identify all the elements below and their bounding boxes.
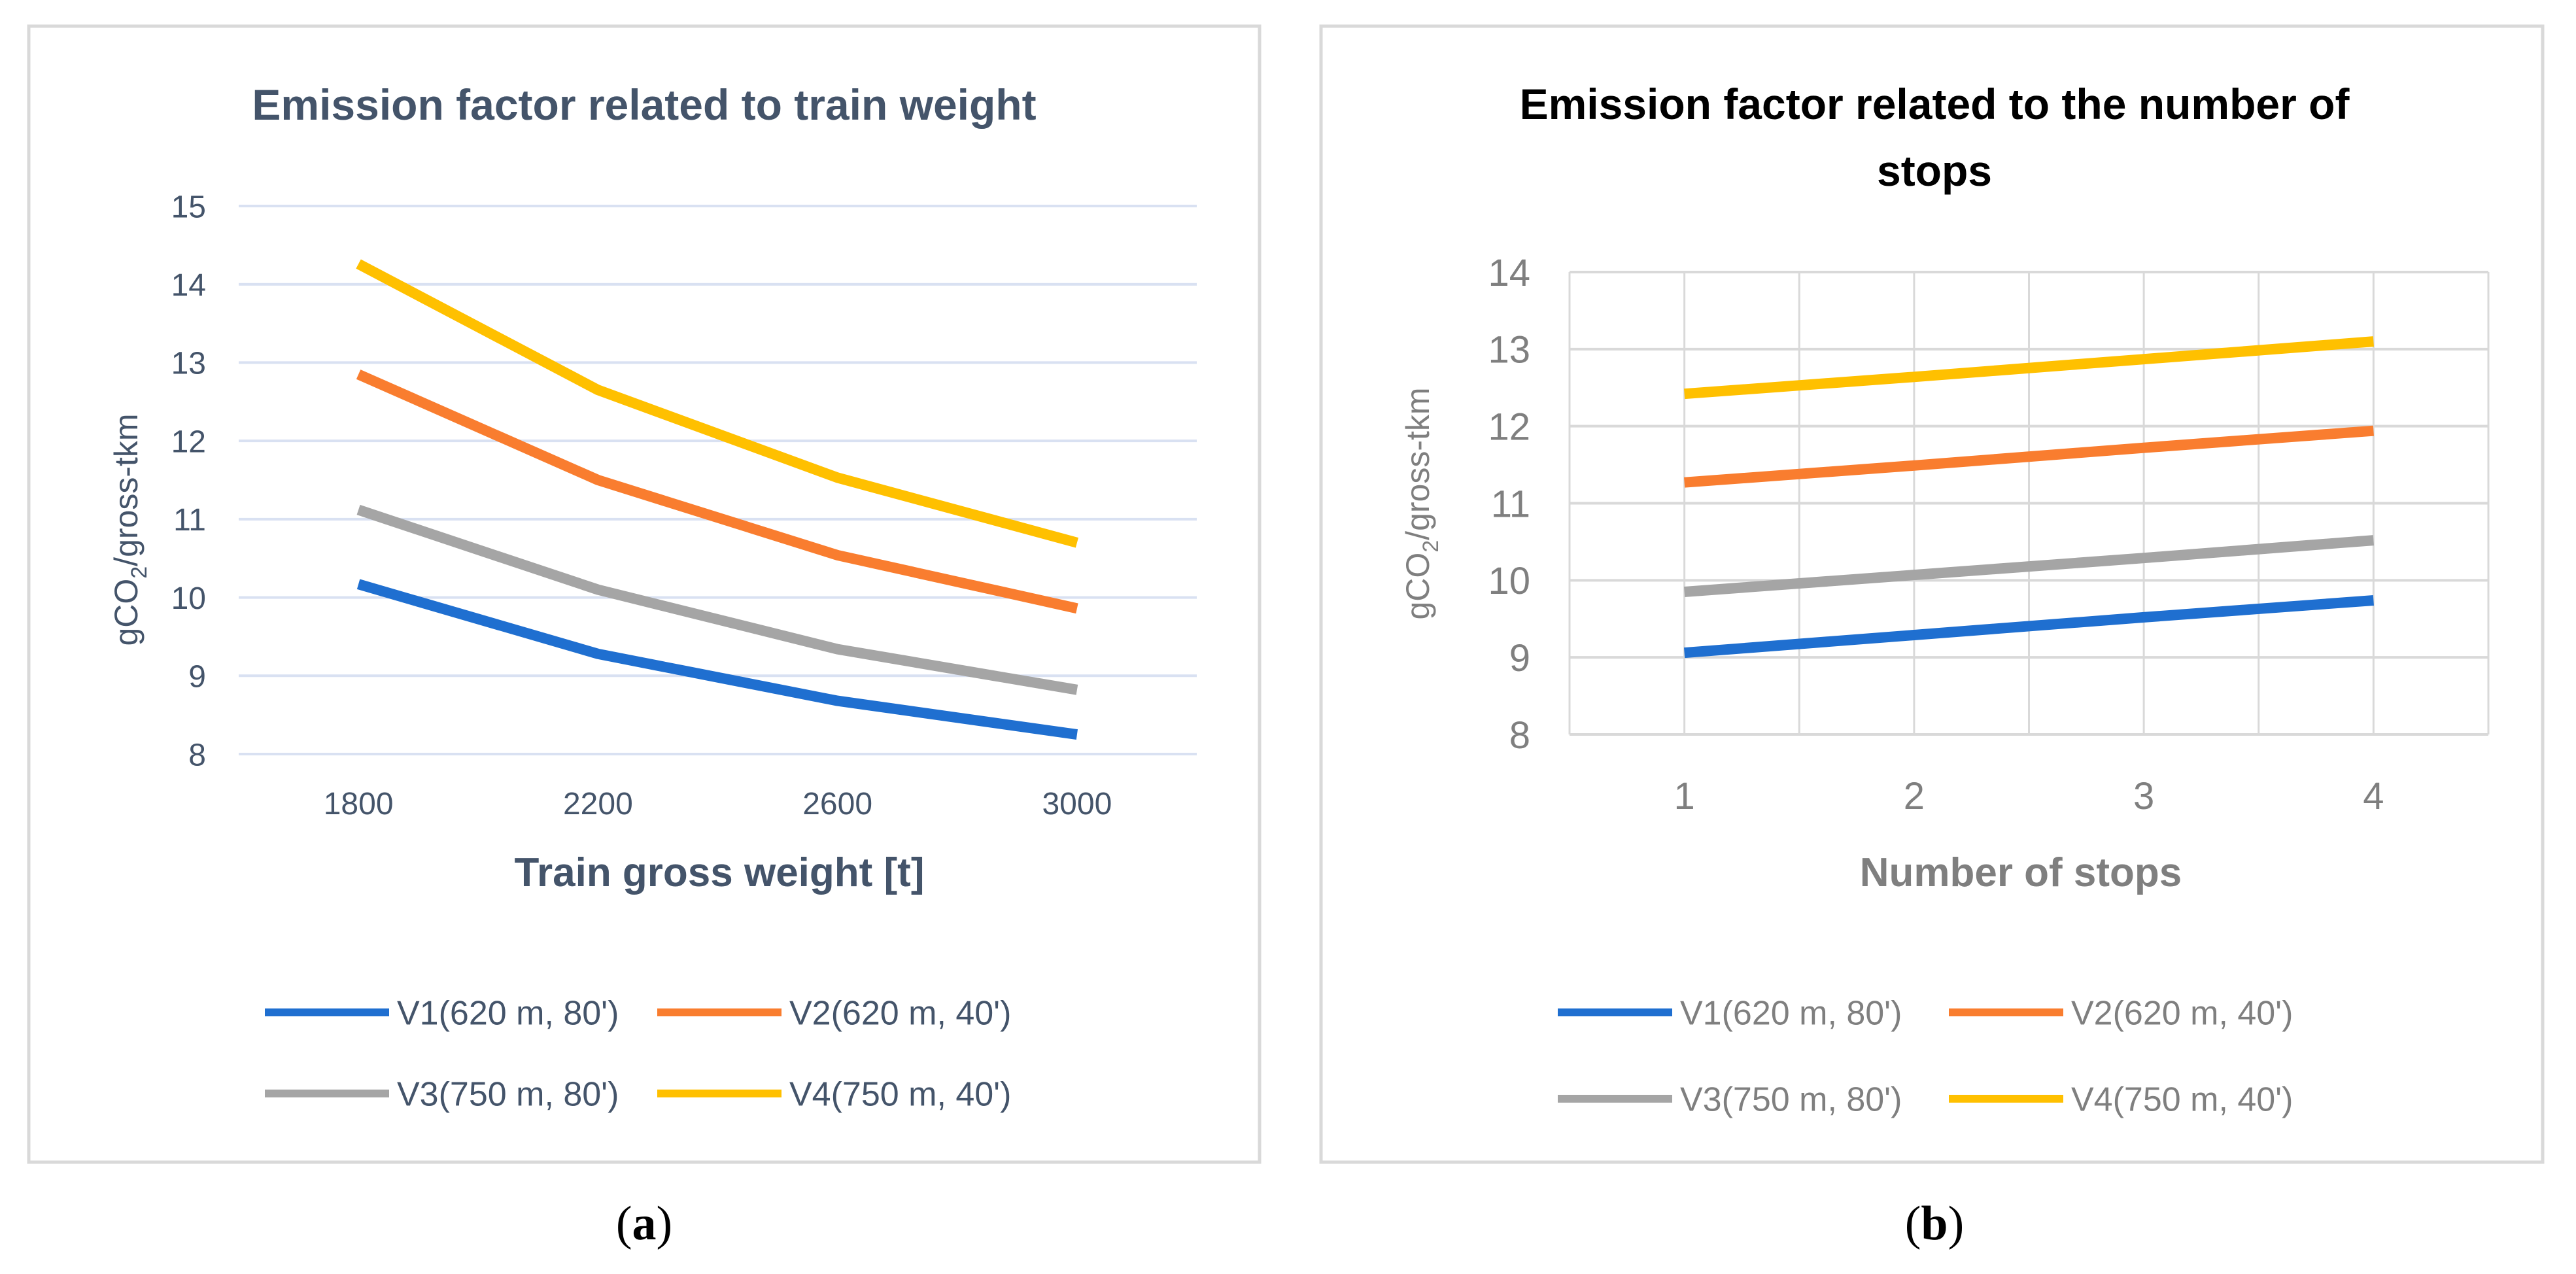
chart-a-x-tick-labels: 1800 2200 2600 3000 (324, 787, 1112, 821)
chart-b-frame (1319, 24, 2545, 1164)
x-tick-label: 4 (2363, 775, 2384, 818)
chart-a-y-tick-labels: 8 9 10 11 12 13 14 15 (171, 190, 206, 772)
chart-b-title-line1: Emission factor related to the number of (1520, 80, 2350, 128)
y-tick-label: 15 (171, 190, 206, 224)
chart-b-gridlines (1568, 271, 2490, 736)
y-tick-label: 12 (1488, 406, 1530, 449)
chart-a-frame (27, 24, 1262, 1164)
chart-b-title-line2: stops (1877, 146, 1992, 195)
legend-label-4: V4(750 m, 40') (789, 1076, 1011, 1114)
chart-b-y-tick-labels: 8 9 10 11 12 13 14 (1488, 252, 1530, 757)
chart-b-x-tick-labels: 1 2 3 4 (1674, 775, 2384, 818)
x-tick-label: 3000 (1042, 787, 1112, 821)
series-line-2 (1684, 425, 2374, 488)
x-tick-label: 2600 (802, 787, 872, 821)
x-tick-label: 1800 (324, 787, 394, 821)
y-tick-label: 8 (1509, 714, 1530, 757)
y-tick-label: 13 (1488, 329, 1530, 371)
y-tick-label: 14 (1488, 252, 1530, 294)
x-tick-label: 1 (1674, 775, 1694, 818)
series-line-2 (356, 370, 1078, 614)
legend-label-3: V3(750 m, 80') (397, 1076, 619, 1114)
series-line-3 (1684, 535, 2375, 597)
x-tick-label: 2200 (563, 787, 633, 821)
caption-a: (a) (616, 1197, 672, 1250)
y-tick-label: 11 (1491, 483, 1530, 525)
series-line-4 (1684, 336, 2375, 400)
series-line-3 (356, 504, 1078, 695)
y-tick-label: 11 (173, 503, 206, 538)
legend-label-2: V2(620 m, 40') (2071, 995, 2293, 1033)
y-tick-label: 14 (171, 268, 206, 303)
chart-b-y-axis-label: gCO2/gross-tkm (1400, 387, 1443, 619)
caption-b: (b) (1905, 1197, 1964, 1250)
legend-label-2: V2(620 m, 40') (789, 995, 1011, 1033)
y-tick-label: 13 (171, 347, 206, 381)
legend-label-1: V1(620 m, 80') (397, 995, 619, 1033)
chart-a-title: Emission factor related to train weight (252, 80, 1036, 129)
series-line-4 (356, 259, 1078, 548)
chart-b-x-axis-label: Number of stops (1860, 850, 2182, 895)
y-tick-label: 10 (1488, 560, 1530, 602)
series-line-1 (1683, 595, 2374, 659)
legend-label-4: V4(750 m, 40') (2071, 1081, 2293, 1119)
chart-a-series-lines (356, 259, 1078, 740)
y-tick-label: 12 (171, 424, 206, 459)
x-tick-label: 2 (1904, 775, 1925, 818)
chart-b: Emission factor related to the number of… (1319, 24, 2545, 1164)
chart-a-y-axis-label: gCO2/gross-tkm (108, 413, 152, 646)
chart-a-legend: V1(620 m, 80') V2(620 m, 40') V3(750 m, 80… (265, 995, 1011, 1114)
y-tick-label: 10 (171, 581, 206, 616)
x-tick-label: 3 (2133, 775, 2154, 818)
series-line-1 (356, 579, 1078, 740)
chart-a: Emission factor related to train weight … (27, 24, 1262, 1164)
y-tick-label: 9 (188, 660, 206, 695)
chart-a-x-axis-label: Train gross weight [t] (515, 850, 925, 895)
y-tick-label: 8 (188, 738, 206, 772)
legend-label-3: V3(750 m, 80') (1680, 1081, 1902, 1119)
chart-b-legend: V1(620 m, 80') V2(620 m, 40') V3(750 m, 80… (1558, 995, 2293, 1119)
y-tick-label: 9 (1509, 637, 1530, 680)
legend-label-1: V1(620 m, 80') (1680, 995, 1902, 1033)
chart-b-series-lines (1683, 336, 2375, 659)
